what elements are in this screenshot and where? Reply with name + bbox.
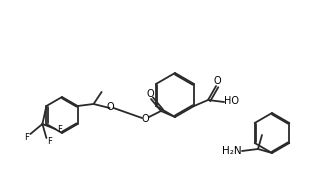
Text: F: F <box>47 137 52 146</box>
Text: F: F <box>24 132 29 142</box>
Text: O: O <box>213 76 221 86</box>
Text: F: F <box>57 125 62 134</box>
Text: O: O <box>107 102 114 112</box>
Text: O: O <box>146 89 154 99</box>
Text: H₂N: H₂N <box>222 146 242 156</box>
Text: HO: HO <box>224 96 239 106</box>
Text: O: O <box>141 114 149 124</box>
